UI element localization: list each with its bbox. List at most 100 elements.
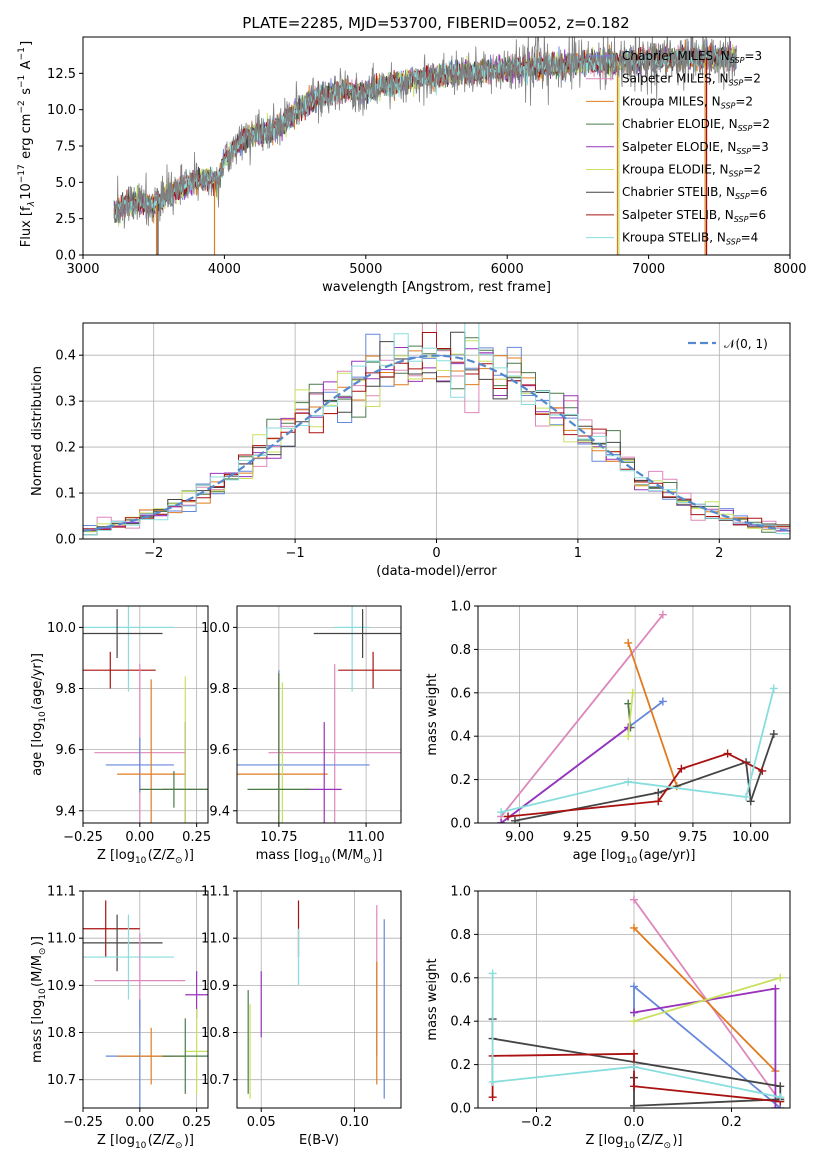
legend-entry: Kroupa ELODIE, NSSP=2 <box>622 163 761 179</box>
y-axis-label: mass weight <box>425 673 440 755</box>
x-tick-label: 0.10 <box>340 1115 369 1130</box>
x-tick-label: 9.00 <box>505 830 534 845</box>
legend-sub: SSP <box>721 101 736 110</box>
legend-entry: Kroupa MILES, NSSP=2 <box>622 94 753 110</box>
x-axis-label-part: wavelength [Angstrom, rest frame] <box>322 280 551 295</box>
y-tick-label: 0.0 <box>55 249 76 264</box>
legend-name: Kroupa ELODIE, N <box>622 163 729 177</box>
legend-count: =2 <box>735 94 753 108</box>
y-tick-label: 0.1 <box>55 487 76 502</box>
y-axis-label-script: 10 <box>38 988 48 1000</box>
y-tick-label: 10.7 <box>201 1073 230 1088</box>
y-tick-label: 10.7 <box>47 1073 76 1088</box>
y-axis-label-script: ⊙ <box>38 948 48 956</box>
residual-histogram-step <box>83 331 790 536</box>
residual-histogram-step <box>83 332 790 530</box>
legend-entry: Kroupa STELIB, NSSP=4 <box>622 231 758 247</box>
x-tick-label: 0.00 <box>125 1115 154 1130</box>
x-tick-label: 0.25 <box>182 1115 211 1130</box>
x-tick-label: 4000 <box>208 262 241 277</box>
y-tick-label: 9.8 <box>209 682 230 697</box>
weight-marker <box>776 1093 785 1102</box>
axes-frame <box>477 605 791 824</box>
y-tick-label: 2.5 <box>55 212 76 227</box>
legend-count: =6 <box>750 185 768 199</box>
residual-histogram-step <box>83 323 790 536</box>
x-tick-label: 2 <box>715 546 723 561</box>
residual-histogram-plot: −2 −1 0 1 2 0.0 0.1 0.2 0.3 0.4 (data-model)/error… <box>30 322 791 579</box>
weight-marker <box>624 638 633 647</box>
x-tick-label: 10.75 <box>260 830 297 845</box>
y-tick-label: 0.0 <box>55 533 76 548</box>
y-axis-label-part: λ <box>27 201 37 207</box>
y-tick-label: 0.2 <box>450 1058 471 1073</box>
x-axis-label-part: (data-model)/error <box>376 564 497 579</box>
legend-count: =3 <box>744 49 762 63</box>
y-axis-label-part: Flux [f <box>19 206 34 247</box>
axes-frame <box>82 890 209 1109</box>
legend-sub: SSP <box>729 170 744 179</box>
weight-marker <box>504 812 513 821</box>
x-axis-label-script: 10 <box>319 856 331 866</box>
x-axis-label-part: Z [log <box>586 1133 624 1148</box>
y-axis-label-part: (M/M <box>30 955 45 987</box>
plot-area <box>113 37 737 255</box>
weight-marker <box>488 969 497 978</box>
weight-vs-age-plot: 9.00 9.25 9.50 9.75 10.00 0.0 0.2 0.4 0.6 0.8 1.0 a… <box>425 600 791 866</box>
y-tick-label: 0.2 <box>450 773 471 788</box>
data-spectrum-line <box>113 37 737 229</box>
x-axis-label-script: ⊙ <box>363 856 371 866</box>
legend-entry: Chabrier MILES, NSSP=3 <box>622 49 762 65</box>
y-axis-label-part: Normed distribution <box>30 366 45 496</box>
x-axis-label-part: Z [log <box>97 848 135 863</box>
x-axis-label-part: )] <box>184 1133 194 1148</box>
legend-name: Chabrier MILES, N <box>622 49 730 63</box>
y-tick-label: 10.0 <box>47 103 76 118</box>
y-axis-label-part: mass weight <box>425 673 440 755</box>
weight-line <box>633 976 781 1023</box>
y-axis-label-part: −2 <box>17 100 27 113</box>
age-vs-metallicity-plot: −0.25 0.00 0.259.49.69.810.0Z [log10 (Z/Z⊙… <box>30 605 211 866</box>
y-axis-label-part: −1 <box>17 75 27 88</box>
legend-name: Kroupa STELIB, N <box>622 231 726 245</box>
y-tick-label: 10.9 <box>201 979 230 994</box>
legend-sub: SSP <box>730 56 745 65</box>
y-axis-label-part: s <box>19 88 34 99</box>
weight-marker <box>630 1062 638 1071</box>
legend-count: =3 <box>751 140 769 154</box>
y-axis-label-part: erg cm <box>19 114 34 163</box>
weight-marker <box>630 1017 638 1026</box>
weight-line <box>491 973 781 1099</box>
y-tick-label: 9.6 <box>55 743 76 758</box>
weight-marker <box>630 895 638 904</box>
y-axis-label: age [log10 (age/yr)] <box>30 653 48 776</box>
x-axis-label-part: )] <box>672 1133 682 1148</box>
weight-marker <box>776 1082 785 1091</box>
y-axis-label-part: mass [log <box>30 1000 45 1063</box>
legend-count: =2 <box>743 72 761 86</box>
normal-curve <box>83 354 790 532</box>
y-tick-label: 11.0 <box>47 932 76 947</box>
weight-line <box>627 692 634 737</box>
x-axis-label: Z [log10 (Z/Z⊙ )] <box>586 1133 683 1151</box>
x-axis-label-part: (Z/Z <box>148 1133 175 1148</box>
weight-vs-metallicity-plot: −0.2 0.0 0.2 0.0 0.2 0.4 0.6 0.8 1.0 Z [log10 (Z/… <box>425 885 791 1151</box>
legend-name: Salpeter MILES, N <box>622 72 729 86</box>
x-axis-label: age [log10 (age/yr)] <box>573 848 696 866</box>
y-tick-label: 10.0 <box>47 621 76 636</box>
y-tick-label: 1.0 <box>450 600 471 615</box>
y-axis-label-part: −17 <box>17 164 27 183</box>
x-axis-label-script: ⊙ <box>175 1141 183 1151</box>
x-axis-label-part: )] <box>184 848 194 863</box>
weight-marker <box>677 764 686 773</box>
weight-marker <box>510 816 519 823</box>
x-axis-label-script: 10 <box>135 856 147 866</box>
weight-marker <box>771 1104 780 1108</box>
weight-marker <box>746 797 755 806</box>
legend-sub: SSP <box>729 79 744 88</box>
weight-marker <box>658 697 667 706</box>
x-tick-label: 9.75 <box>678 830 707 845</box>
legend-entry: Salpeter STELIB, NSSP=6 <box>622 208 766 224</box>
plot-area <box>83 323 790 536</box>
weight-marker <box>624 777 633 786</box>
